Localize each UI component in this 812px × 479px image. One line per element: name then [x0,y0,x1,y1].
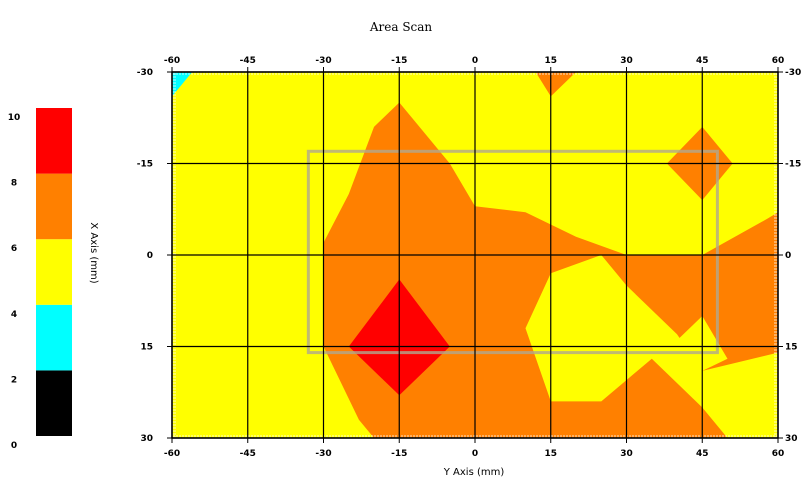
y-tick-label-left-1: -15 [137,160,153,170]
y-tick-label-right-1: -15 [785,160,801,170]
plot-area: -60 -60 -45 -45 -30 -30 -15 -15 0 0 15 15 30 30 45 45 60… [137,56,802,459]
x-tick-label-top-7: 45 [696,56,709,66]
x-tick-label-bottom-7: 45 [696,449,709,459]
x-tick-label-top-3: -15 [391,56,407,66]
y-tick-label-left-3: 15 [140,343,153,353]
colorbar-tick-label-0: 0 [11,441,17,451]
colorbar-band-1 [36,304,72,371]
y-tick-label-right-3: 15 [785,343,798,353]
x-tick-label-top-8: 60 [772,56,785,66]
y-tick-label-right-0: -30 [785,68,801,78]
colorbar-tick-label-2: 4 [11,310,17,320]
x-tick-label-bottom-8: 60 [772,449,785,459]
colorbar-tick-label-3: 6 [11,244,17,254]
x-tick-label-bottom-1: -45 [240,449,256,459]
contour-region-2-4-6 [172,72,193,97]
colorbar-band-3 [36,173,72,240]
chart-title: Area Scan [369,20,433,34]
axis-ticks: -60 -60 -45 -45 -30 -30 -15 -15 0 0 15 15 30 30 45 45 60… [137,56,802,459]
x-tick-label-top-5: 15 [544,56,557,66]
x-tick-label-top-4: 0 [472,56,478,66]
y-tick-label-left-4: 30 [140,434,153,444]
x-tick-label-bottom-6: 30 [620,449,633,459]
outline-rectangle [306,149,719,355]
colorbar-tick-label-1: 2 [11,375,17,385]
hatch-marks [172,72,778,438]
contour-region-6-8-5 [535,72,576,97]
x-tick-label-bottom-5: 15 [544,449,557,459]
edge-hatching [172,72,778,438]
colorbar: 0 2 4 6 8 10 [8,108,72,451]
colorbar-tick-label-4: 8 [11,179,17,189]
colorbar-band-0 [36,370,72,436]
x-tick-label-bottom-3: -15 [391,449,407,459]
colorbar-band-4 [36,108,72,174]
x-tick-label-bottom-4: 0 [472,449,478,459]
x-axis-title: Y Axis (mm) [443,467,505,478]
colorbar-tick-label-5: 10 [8,113,21,123]
y-tick-label-left-0: -30 [137,68,153,78]
x-tick-label-top-2: -30 [315,56,331,66]
x-tick-label-bottom-2: -30 [315,449,331,459]
y-tick-label-right-4: 30 [785,434,798,444]
y-tick-label-right-2: 0 [785,251,791,261]
y-tick-label-left-2: 0 [147,251,153,261]
x-tick-label-bottom-0: -60 [164,449,180,459]
x-tick-label-top-0: -60 [164,56,180,66]
colorbar-band-2 [36,239,72,305]
y-axis-title: X Axis (mm) [88,222,99,283]
x-tick-label-top-6: 30 [620,56,633,66]
x-tick-label-top-1: -45 [240,56,256,66]
